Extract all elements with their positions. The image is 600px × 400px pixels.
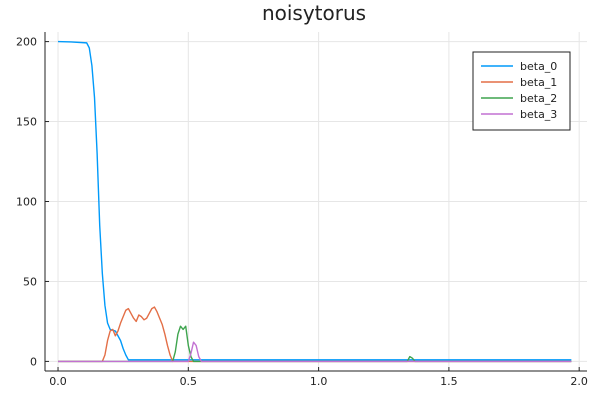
series-line-beta-3 [58,341,572,363]
series-line-beta-1 [58,306,572,363]
x-tick-label: 1.5 [440,375,458,388]
tick-labels: 0.0 0.5 1.0 1.5 2.0 0 50 100 150 200 [16,36,588,388]
series-line-beta-0 [58,40,572,361]
y-tick-label: 0 [30,355,37,368]
x-tick-label: 0.0 [49,375,67,388]
legend-box [472,51,571,131]
legend-label: beta_3 [520,108,557,121]
y-tick-label: 150 [16,116,37,129]
legend-label: beta_2 [520,92,557,105]
series-line-beta-2 [58,325,572,363]
legend: beta_0 beta_1 beta_2 beta_3 [472,51,571,131]
axes [44,32,587,372]
x-tick-label: 2.0 [570,375,588,388]
series-lines [58,40,572,363]
legend-label: beta_0 [520,60,557,73]
y-tick-label: 200 [16,36,37,49]
x-tick-label: 0.5 [180,375,198,388]
y-tick-label: 100 [16,196,37,209]
y-tick-label: 50 [23,275,37,288]
legend-label: beta_1 [520,76,557,89]
x-tick-label: 1.0 [310,375,328,388]
chart-title: noisytorus [262,1,366,25]
